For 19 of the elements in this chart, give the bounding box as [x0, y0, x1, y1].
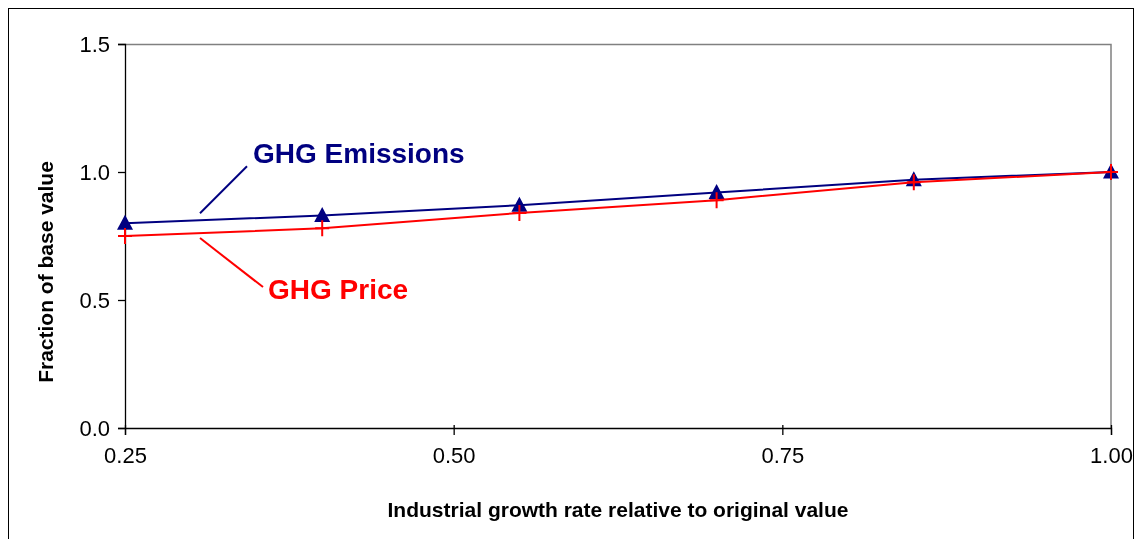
series-label: GHG Price [268, 274, 409, 306]
point [708, 191, 725, 210]
y-tick-label: 0.0 [79, 415, 110, 441]
point [314, 207, 331, 223]
x-tick-label: 1.00 [1090, 442, 1133, 468]
x-tick-label: 0.75 [761, 442, 805, 468]
y-tick-label: 1.5 [79, 31, 110, 57]
x-tick-label: 0.25 [104, 442, 147, 468]
point [511, 203, 528, 222]
y-axis-title: Fraction of base value [34, 161, 57, 383]
y-tick-label: 0.5 [79, 287, 110, 313]
series-label: GHG Emissions [253, 138, 465, 170]
point [314, 219, 331, 238]
x-tick-label: 0.50 [432, 442, 476, 468]
y-tick-label: 1.0 [79, 159, 110, 185]
point [905, 173, 922, 192]
x-axis-title: Industrial growth rate relative to original value [387, 498, 849, 521]
point [117, 214, 133, 230]
point [117, 227, 133, 245]
